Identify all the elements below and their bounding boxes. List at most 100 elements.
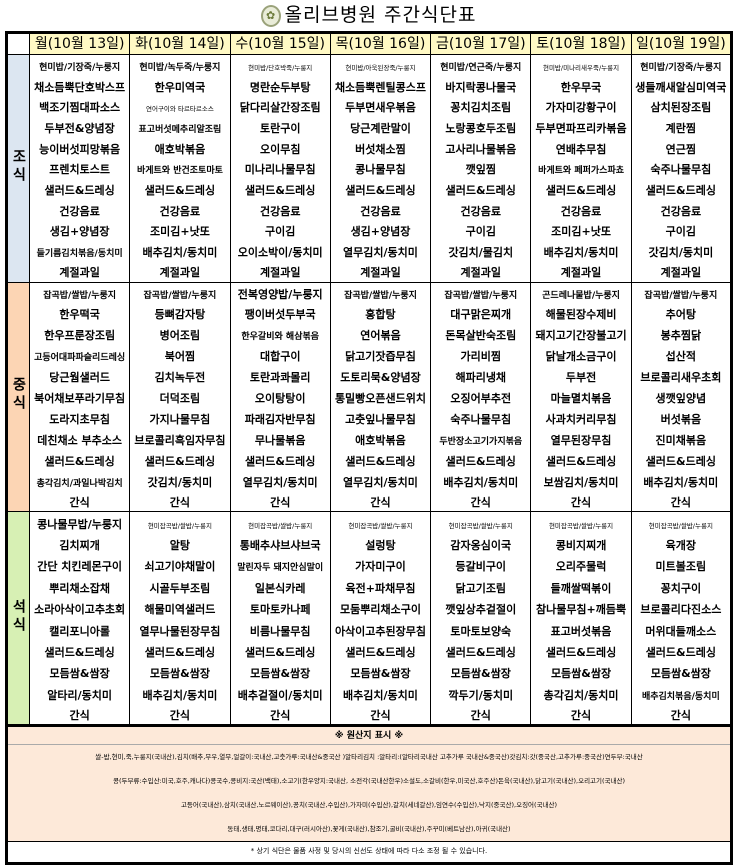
menu-item: 등갈비구이 [455, 560, 507, 574]
menu-item: 건강음료 [259, 204, 301, 218]
menu-cell: 북어찜 [129, 344, 231, 366]
meal-label: 석식 [10, 598, 27, 635]
menu-item: 계절과일 [159, 266, 201, 280]
menu-cell: 등갈비구이 [430, 554, 531, 577]
menu-cell: 간식 [430, 704, 531, 727]
menu-cell: 갓김치/물김치 [430, 240, 531, 262]
menu-cell: 샐러드&드레싱 [430, 178, 531, 200]
menu-row: 능이버섯피망볶음 애호박볶음 오이무침 버섯채소찜 고사리나물볶음 연배추무침 연근찜 [7, 137, 732, 158]
menu-item: 채소듬뿍단호박스프 [34, 80, 126, 94]
menu-cell: 샐러드&드레싱 [229, 640, 331, 662]
menu-item: 꽁치구이 [660, 581, 702, 595]
menu-cell: 잡곡밥/쌀밥/누룽지 [329, 282, 431, 303]
menu-item: 갓김치/동치미 [147, 475, 213, 489]
menu-item: 등뼈감자탕 [154, 308, 206, 322]
menu-cell: 샐러드&드레싱 [28, 640, 130, 662]
menu-item: 현미잡곡밥/쌀밥/누룽지 [548, 521, 614, 530]
menu-item: 간식 [670, 709, 691, 723]
page-header: ✿ 올리브병원 주간식단표 [0, 0, 737, 31]
menu-cell: 진미채볶음 [630, 428, 732, 450]
menu-item: 바게트와 반건조토마토 [136, 166, 223, 177]
menu-row: 들기름김치볶음/동치미 배추김치/동치미 오이소박이/동치미 열무김치/동치미 갓김치/… [7, 240, 732, 262]
menu-cell: 고춧잎나물무침 [329, 407, 431, 429]
menu-item: 잡곡밥/쌀밥/누룽지 [143, 290, 217, 301]
menu-item: 간식 [670, 496, 691, 510]
menu-item: 한우미역국 [154, 80, 206, 94]
menu-cell: 모듬쌈&쌈장 [430, 661, 531, 683]
menu-item: 닭다리살간장조림 [239, 101, 321, 115]
menu-item: 깻잎찜 [465, 163, 496, 177]
menu-item: 파래김자반무침 [244, 412, 316, 426]
menu-cell: 곤드레나물밥/누룽지 [530, 282, 632, 303]
menu-item: 캘리포니아롤 [49, 624, 110, 638]
menu-cell: 대구맑은찌개 [430, 302, 531, 324]
menu-cell: 시골두부조림 [129, 576, 231, 598]
menu-cell: 배추겉절이/동치미 [229, 682, 331, 705]
menu-cell: 알탕 [129, 533, 231, 555]
menu-item: 현미밥/미나리새우죽/누룽지 [542, 64, 620, 73]
menu-item: 가지나물무침 [149, 412, 211, 426]
menu-item: 한우무국 [560, 80, 602, 94]
menu-row: 계절과일 계절과일 계절과일 계절과일 계절과일 계절과일 계절과일 [7, 261, 732, 283]
menu-item: 삼치된장조림 [650, 101, 712, 115]
menu-item: 현미잡곡밥/쌀밥/누룽지 [248, 521, 313, 530]
menu-cell: 쇠고기야채말이 [129, 554, 231, 577]
menu-item: 배추김치/동치미 [343, 688, 418, 702]
menu-item: 콩나물무침 [355, 163, 406, 177]
menu-cell: 통밀빵오픈샌드위치 [329, 386, 431, 408]
menu-item: 토란구이 [259, 121, 301, 135]
menu-item: 깍두기/동치미 [448, 688, 514, 702]
menu-cell: 샐러드&드레싱 [229, 178, 331, 200]
menu-cell: 버섯볶음 [630, 407, 732, 429]
menu-item: 총각김치/동치미 [543, 688, 619, 702]
menu-cell: 토란과콰몰리 [229, 365, 331, 387]
menu-item: 표고버섯메추리알조림 [138, 124, 222, 135]
menu-cell: 계절과일 [129, 261, 231, 283]
menu-cell: 구이김 [229, 220, 331, 241]
menu-item: 두부전 [565, 371, 597, 385]
menu-cell: 샐러드&드레싱 [329, 449, 431, 471]
menu-cell: 콩나물무침 [329, 157, 431, 179]
menu-cell: 현미밥/아욱된장죽/누룽지 [329, 54, 431, 76]
menu-item: 한우떡국 [59, 308, 100, 322]
menu-item: 도라지초무침 [49, 412, 110, 426]
menu-row: 도라지초무침 가지나물무침 파래김자반무침 고춧잎나물무침 숙주나물무침 사과치커리무침 버… [7, 407, 732, 429]
menu-item: 감자옹심이국 [450, 538, 512, 552]
menu-item: 현미잡곡밥/쌀밥/누룽지 [147, 521, 213, 530]
menu-cell: 표고버섯메추리알조림 [129, 116, 231, 138]
menu-item: 진미채볶음 [655, 433, 707, 447]
menu-cell: 오리주물럭 [530, 554, 632, 577]
menu-cell: 북어채보푸라기무침 [28, 386, 130, 408]
menu-cell: 도토리묵&양념장 [329, 365, 431, 387]
menu-cell: 감자옹심이국 [430, 533, 531, 555]
menu-cell: 오이무침 [229, 137, 331, 158]
origin-line: 쌀-밥,현미,죽,누룽지(국내산),김치(배추,무우,열무,얼갈이:국내산,고춧… [8, 745, 730, 770]
menu-cell: 닭날개소금구이 [530, 344, 632, 366]
menu-item: 열무김치/동치미 [343, 475, 418, 489]
menu-item: 생김+양념장 [350, 225, 411, 239]
menu-cell: 표고버섯볶음 [530, 618, 632, 641]
menu-item: 계절과일 [660, 266, 702, 280]
menu-row: 채소듬뿍단호박스프 한우미역국 명란순두부탕 채소듬뿍렌틸콩스프 바지락콩나물국 한우무국… [7, 75, 732, 96]
menu-row: 데친채소 부추소스 브로콜리흑임자무침 무나물볶음 애호박볶음 두반장소고기가지볶음 열무… [7, 428, 732, 450]
menu-cell: 잡곡밥/쌀밥/누룽지 [129, 282, 231, 303]
menu-cell: 샐러드&드레싱 [630, 640, 732, 662]
menu-item: 해물미역샐러드 [144, 603, 216, 617]
menu-item: 배추김치/동치미 [643, 475, 719, 489]
menu-cell: 모듬쌈&쌈장 [329, 661, 431, 683]
menu-row: 간식 간식 간식 간식 간식 간식 간식 [7, 490, 732, 513]
menu-item: 생깻잎양념 [655, 391, 707, 405]
menu-item: 간식 [470, 496, 491, 510]
menu-item: 건강음료 [660, 204, 702, 218]
menu-item: 비름나물무침 [249, 624, 311, 638]
menu-item: 사과치커리무침 [545, 412, 617, 426]
menu-item: 애호박볶음 [154, 142, 206, 156]
menu-cell: 김치녹두전 [129, 365, 231, 387]
menu-cell: 현미밥/단호박죽/누룽지 [229, 54, 331, 76]
menu-item: 열무김치/동치미 [343, 246, 418, 260]
menu-item: 샐러드&드레싱 [445, 183, 516, 197]
menu-cell: 꽁치구이 [630, 576, 732, 598]
menu-cell: 프렌치토스트 [28, 157, 130, 179]
menu-item: 버섯채소찜 [355, 142, 406, 156]
menu-cell: 브로콜리다진소스 [630, 597, 732, 619]
